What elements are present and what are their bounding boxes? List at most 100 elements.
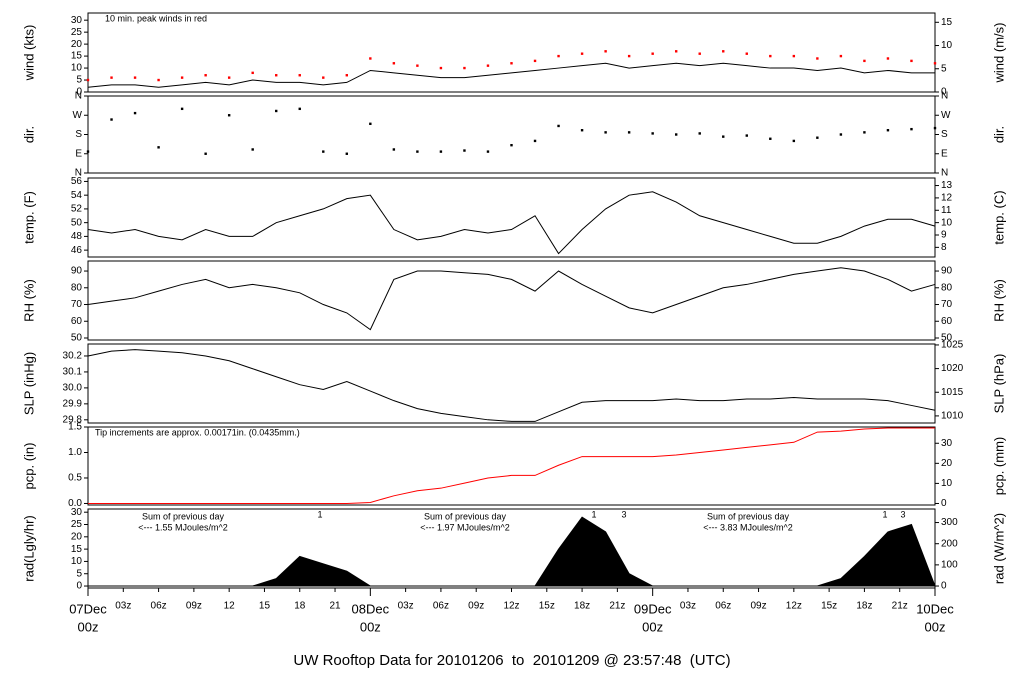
data-dot: [345, 74, 349, 77]
annotation: 3: [900, 509, 905, 519]
y-tick-label: N: [75, 168, 82, 179]
x-day-label: 08Dec: [352, 601, 390, 616]
data-dot: [463, 149, 466, 152]
y2-tick-label: W: [941, 110, 951, 121]
data-dot: [627, 54, 631, 58]
footer-title: UW Rooftop Data for 20101206 to 20101209…: [293, 652, 730, 669]
y-tick-label: 0.0: [68, 498, 82, 509]
y-axis-label: wind (kts): [21, 25, 36, 82]
data-dot: [910, 59, 913, 63]
y-axis-label: dir.: [21, 126, 36, 143]
data-dot: [110, 76, 113, 79]
data-dot: [627, 131, 631, 134]
y-tick-label: 15: [71, 544, 83, 555]
data-line: [87, 191, 936, 255]
x-tick-label: 09z: [750, 601, 766, 612]
y2-axis-label: wind (m/s): [991, 23, 1006, 84]
annotation: <--- 3.83 MJoules/m^2: [703, 522, 793, 532]
y2-tick-label: S: [941, 129, 948, 140]
data-dot: [369, 122, 372, 126]
data-dot: [863, 59, 866, 63]
y-axis-label: SLP (inHg): [21, 352, 36, 415]
x-tick-label: 21z: [609, 601, 625, 612]
y-tick-label: 5: [76, 568, 82, 579]
x-tick-label: 06z: [715, 601, 731, 612]
data-dot: [674, 50, 678, 53]
y-tick-label: 90: [71, 266, 83, 277]
x-tick-label: 21: [329, 601, 341, 612]
y-tick-label: 5: [76, 75, 82, 86]
y-tick-label: 70: [71, 299, 83, 310]
panel-frame: [87, 260, 936, 341]
y2-tick-label: 11: [941, 205, 952, 216]
y-tick-label: 52: [71, 204, 83, 215]
x-tick-label: 03z: [398, 601, 414, 612]
y2-tick-label: 80: [941, 282, 953, 293]
data-dot: [157, 146, 160, 149]
y-tick-label: E: [75, 148, 82, 159]
y2-axis-label: SLP (hPa): [991, 354, 1006, 414]
data-area: [88, 516, 936, 587]
y-tick-label: 50: [71, 333, 83, 344]
data-dot: [698, 132, 701, 135]
y2-tick-label: 1015: [941, 387, 964, 398]
data-dot: [392, 62, 396, 65]
y-tick-label: 29.9: [63, 398, 83, 409]
data-line: [87, 267, 936, 331]
data-dot: [580, 129, 584, 132]
data-dot: [298, 107, 301, 111]
x-tick-label: 18z: [856, 601, 872, 612]
data-dot: [204, 152, 207, 155]
data-line: [88, 427, 935, 504]
data-dot: [863, 131, 866, 134]
data-dot: [322, 150, 325, 153]
data-dot: [133, 76, 137, 79]
y-tick-label: 30.1: [63, 367, 83, 378]
y-axis-label: temp. (F): [21, 191, 36, 244]
data-dot: [792, 54, 796, 58]
data-dot: [157, 78, 160, 82]
y-tick-label: 30.0: [63, 383, 83, 394]
data-dot: [886, 57, 890, 60]
y2-tick-label: E: [941, 148, 948, 159]
y2-tick-label: 20: [941, 458, 953, 469]
y-tick-label: S: [75, 129, 82, 140]
x-day-label2: 00z: [925, 619, 946, 634]
y-tick-label: 56: [71, 176, 83, 187]
data-dot: [204, 74, 207, 77]
data-dot: [275, 109, 278, 113]
y-tick-label: 30: [71, 15, 83, 26]
data-dot: [839, 54, 843, 58]
data-dot: [251, 148, 254, 151]
y-tick-label: 25: [71, 27, 83, 38]
x-tick-label: 09z: [186, 601, 202, 612]
y-axis-label: pcp. (in): [21, 443, 36, 490]
y2-tick-label: 0: [941, 581, 947, 592]
y2-axis-label: temp. (C): [991, 190, 1006, 244]
x-tick-label: 12z: [786, 601, 802, 612]
y2-tick-label: 5: [941, 63, 947, 74]
y-tick-label: 20: [71, 39, 83, 50]
y-tick-label: 20: [71, 531, 83, 542]
data-dot: [910, 127, 913, 131]
y2-tick-label: 8: [941, 242, 947, 253]
y-tick-label: W: [73, 110, 83, 121]
panel-frame: [87, 426, 936, 506]
y2-tick-label: 10: [941, 478, 953, 489]
y2-tick-label: 13: [941, 180, 953, 191]
y2-tick-label: 0: [941, 498, 947, 509]
y2-tick-label: 1020: [941, 363, 964, 374]
annotation: 10 min. peak winds in red: [105, 13, 207, 23]
data-dot: [769, 137, 772, 140]
data-dot: [792, 139, 796, 143]
y-tick-label: 10: [71, 63, 83, 74]
data-line: [87, 349, 936, 422]
data-dot: [510, 143, 513, 147]
y2-axis-label: dir.: [991, 126, 1006, 143]
data-dot: [580, 52, 584, 55]
data-line: [87, 62, 935, 88]
data-dot: [439, 66, 443, 70]
x-tick-label: 09z: [468, 601, 484, 612]
y-tick-label: 54: [71, 190, 83, 201]
panel-frame: [87, 95, 936, 174]
